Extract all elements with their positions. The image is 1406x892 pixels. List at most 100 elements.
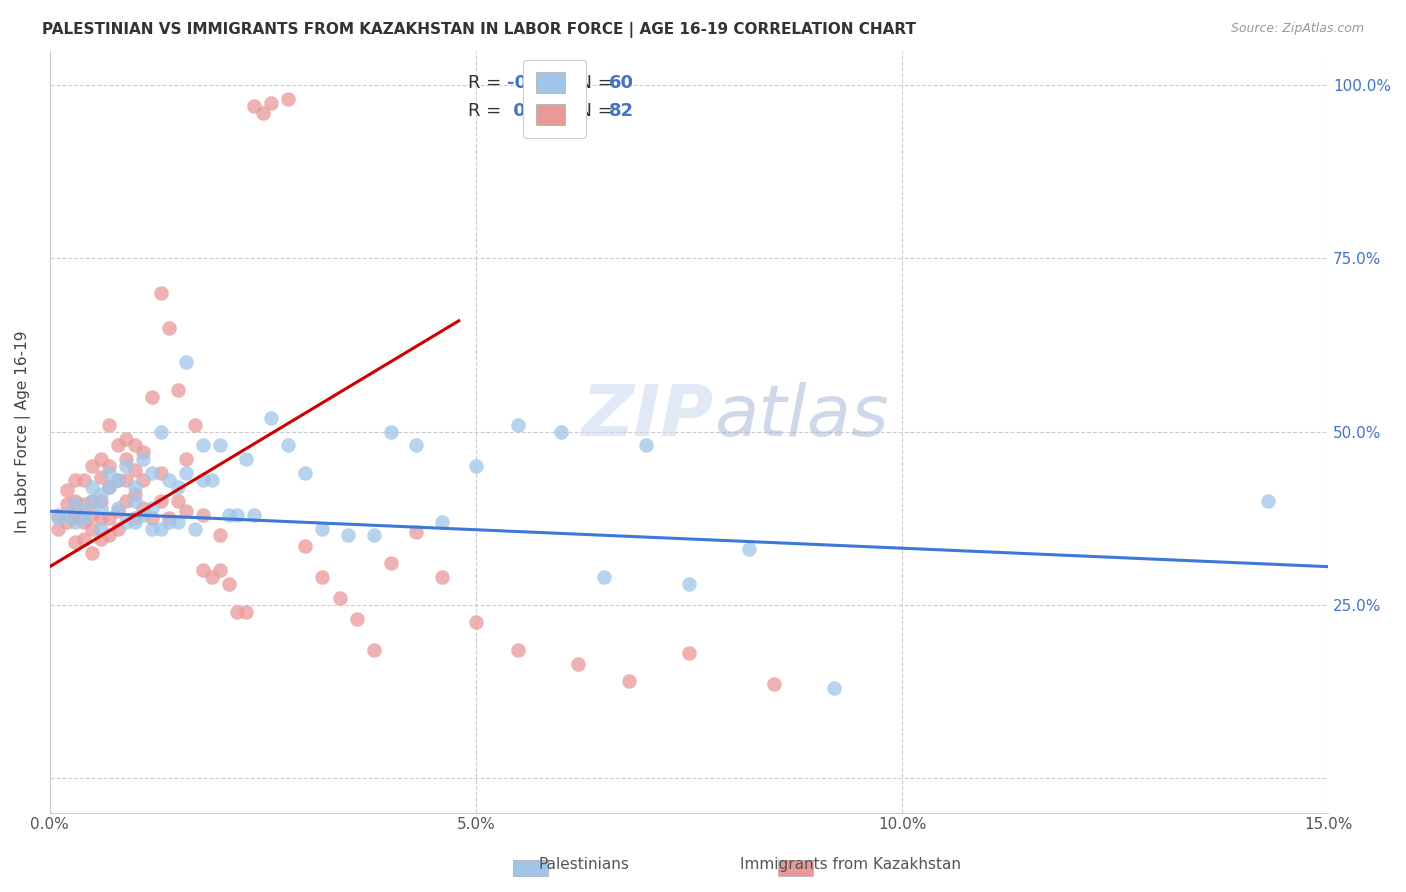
- Point: [124, 487, 146, 501]
- Point: [636, 438, 658, 452]
- Point: [243, 99, 266, 113]
- Point: [311, 570, 333, 584]
- Point: [141, 511, 163, 525]
- Point: [98, 466, 121, 480]
- Point: [243, 508, 266, 522]
- Point: [311, 522, 333, 536]
- Point: [56, 515, 79, 529]
- Legend: , : ,: [523, 60, 586, 137]
- Point: [157, 511, 180, 525]
- Point: [73, 497, 96, 511]
- Point: [174, 355, 197, 369]
- Text: R =: R =: [468, 102, 506, 120]
- Point: [132, 473, 155, 487]
- Point: [166, 494, 188, 508]
- Point: [73, 511, 96, 525]
- Point: [73, 515, 96, 529]
- Point: [405, 438, 427, 452]
- Point: [46, 508, 69, 522]
- Point: [124, 438, 146, 452]
- Point: [56, 483, 79, 498]
- Point: [508, 642, 530, 657]
- Point: [90, 532, 112, 546]
- Bar: [513, 860, 548, 876]
- Point: [90, 487, 112, 501]
- Point: [763, 677, 786, 691]
- Point: [550, 425, 572, 439]
- Point: [115, 459, 138, 474]
- Point: [209, 528, 232, 542]
- Point: [82, 546, 104, 560]
- Point: [174, 504, 197, 518]
- Point: [98, 417, 121, 432]
- Point: [107, 504, 129, 518]
- Text: N =: N =: [568, 102, 619, 120]
- Point: [209, 438, 232, 452]
- Point: [124, 511, 146, 525]
- Text: PALESTINIAN VS IMMIGRANTS FROM KAZAKHSTAN IN LABOR FORCE | AGE 16-19 CORRELATION: PALESTINIAN VS IMMIGRANTS FROM KAZAKHSTA…: [42, 22, 917, 38]
- Point: [226, 508, 249, 522]
- Point: [201, 473, 224, 487]
- Point: [65, 515, 87, 529]
- Point: [218, 577, 240, 591]
- Point: [430, 515, 453, 529]
- Point: [430, 570, 453, 584]
- Point: [363, 642, 385, 657]
- Point: [380, 425, 402, 439]
- Point: [209, 563, 232, 577]
- Point: [149, 522, 172, 536]
- Text: atlas: atlas: [714, 382, 889, 450]
- Point: [218, 508, 240, 522]
- Point: [65, 494, 87, 508]
- Point: [107, 438, 129, 452]
- Point: [380, 556, 402, 570]
- Point: [141, 466, 163, 480]
- Point: [115, 515, 138, 529]
- Point: [157, 320, 180, 334]
- Point: [166, 515, 188, 529]
- Point: [132, 500, 155, 515]
- Point: [124, 480, 146, 494]
- Point: [115, 473, 138, 487]
- Point: [149, 286, 172, 301]
- Point: [183, 522, 205, 536]
- Point: [260, 410, 283, 425]
- Text: 60: 60: [609, 74, 634, 92]
- Point: [124, 463, 146, 477]
- Point: [73, 532, 96, 546]
- Point: [98, 480, 121, 494]
- Point: [191, 563, 214, 577]
- Point: [592, 570, 614, 584]
- Point: [235, 605, 257, 619]
- Text: ZIP: ZIP: [582, 382, 714, 450]
- Point: [132, 452, 155, 467]
- Point: [98, 480, 121, 494]
- Point: [1257, 494, 1279, 508]
- Point: [277, 92, 299, 106]
- Point: [115, 452, 138, 467]
- Point: [90, 522, 112, 536]
- Bar: [778, 860, 813, 876]
- Point: [337, 528, 360, 542]
- Point: [166, 480, 188, 494]
- Point: [73, 473, 96, 487]
- Point: [201, 570, 224, 584]
- Point: [294, 539, 316, 553]
- Point: [46, 511, 69, 525]
- Point: [619, 673, 641, 688]
- Point: [90, 452, 112, 467]
- Point: [115, 432, 138, 446]
- Point: [107, 522, 129, 536]
- Point: [82, 494, 104, 508]
- Point: [124, 515, 146, 529]
- Text: Palestinians: Palestinians: [538, 857, 628, 872]
- Point: [115, 494, 138, 508]
- Point: [141, 522, 163, 536]
- Point: [82, 459, 104, 474]
- Point: [98, 459, 121, 474]
- Point: [174, 466, 197, 480]
- Point: [65, 511, 87, 525]
- Point: [166, 383, 188, 397]
- Point: [508, 417, 530, 432]
- Text: -0.140: -0.140: [508, 74, 572, 92]
